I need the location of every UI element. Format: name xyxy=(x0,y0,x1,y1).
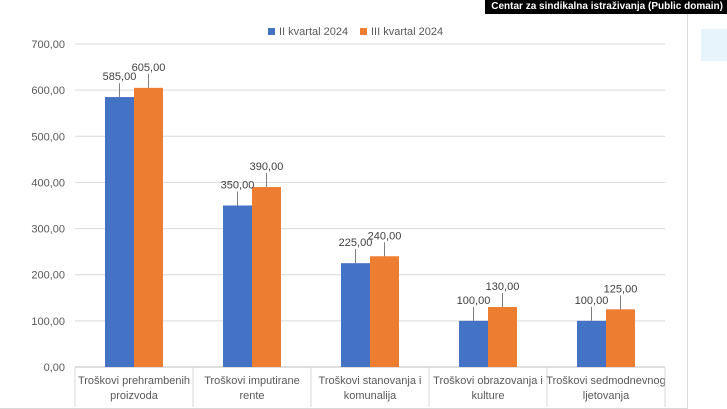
y-tick-label: 400,00 xyxy=(31,177,65,189)
x-category-label: Troškovi obrazovanja i kulture xyxy=(433,375,543,402)
data-label: 585,00 xyxy=(103,71,137,83)
x-category-label: Troškovi stanovanja i komunalija xyxy=(319,375,422,402)
data-label: 225,00 xyxy=(339,237,373,249)
data-label: 390,00 xyxy=(250,161,284,173)
bar-q2 xyxy=(459,320,488,367)
bar-q2 xyxy=(341,263,370,367)
y-tick-label: 600,00 xyxy=(31,85,65,97)
data-label: 605,00 xyxy=(132,62,166,74)
y-tick-label: 200,00 xyxy=(31,270,65,282)
bar-q3 xyxy=(488,307,517,367)
legend-label: II kvartal 2024 xyxy=(279,26,348,38)
y-axis: 0,00 100,00 200,00 300,00 400,00 500,00 600,00… xyxy=(31,39,65,374)
bar-q3 xyxy=(370,256,399,367)
legend: II kvartal 2024 III kvartal 2024 xyxy=(268,26,443,38)
x-category-label: Troškovi sedmodnevnog ljetovanja xyxy=(546,375,665,402)
y-tick-label: 0,00 xyxy=(44,362,65,374)
data-label: 125,00 xyxy=(604,283,638,295)
legend-swatch xyxy=(268,28,275,35)
bar-q3 xyxy=(134,87,163,367)
legend-label: III kvartal 2024 xyxy=(371,26,443,38)
image-credit: Centar za sindikalna istraživanja (Publi… xyxy=(485,0,727,14)
data-label: 100,00 xyxy=(457,295,491,307)
bar-chart: 0,00 100,00 200,00 300,00 400,00 500,00 600,00… xyxy=(31,26,666,407)
data-label: 240,00 xyxy=(368,230,402,242)
bar-q3 xyxy=(606,309,635,367)
bars xyxy=(105,87,635,368)
side-tab xyxy=(701,29,727,61)
bar-q2 xyxy=(105,97,134,368)
data-label: 350,00 xyxy=(221,180,255,192)
y-tick-label: 100,00 xyxy=(31,316,65,328)
x-axis: Troškovi prehrambenih proizvoda Troškovi i… xyxy=(74,367,666,407)
data-label: 130,00 xyxy=(486,281,520,293)
bar-q2 xyxy=(577,320,606,367)
x-category-label: Troškovi imputirane rente xyxy=(204,375,300,402)
x-category-label: Troškovi prehrambenih proizvoda xyxy=(78,375,190,402)
y-tick-label: 300,00 xyxy=(31,224,65,236)
legend-swatch xyxy=(360,28,367,35)
bar-q3 xyxy=(252,187,281,367)
y-tick-label: 700,00 xyxy=(31,39,65,51)
y-tick-label: 500,00 xyxy=(31,131,65,143)
data-label: 100,00 xyxy=(575,295,609,307)
bar-q2 xyxy=(223,205,252,367)
